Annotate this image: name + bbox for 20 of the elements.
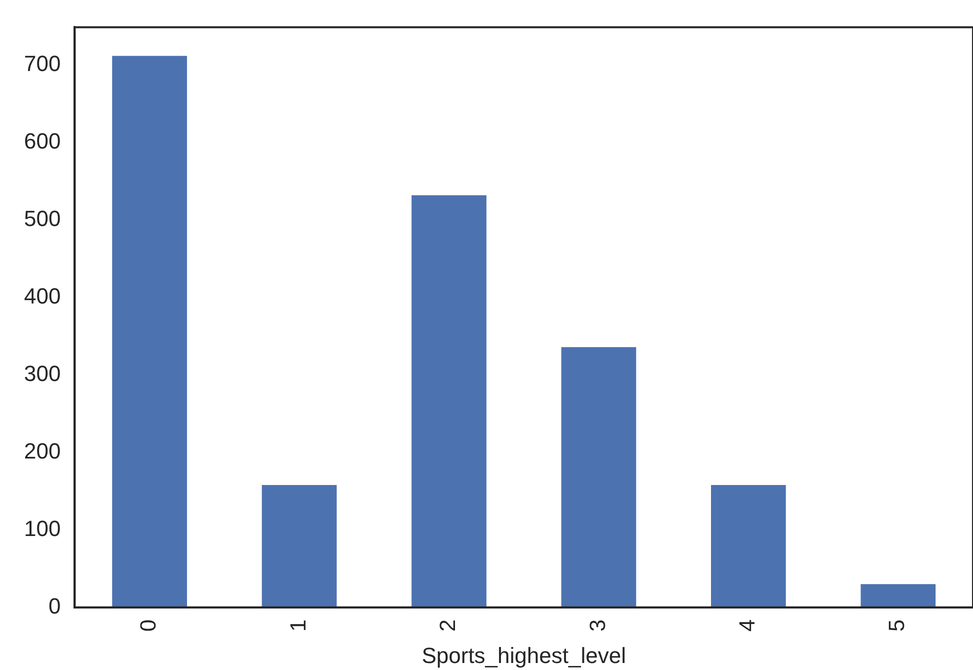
- x-tick-label: 0: [136, 619, 161, 632]
- y-tick-label: 300: [24, 361, 61, 386]
- x-axis-title: Sports_highest_level: [422, 642, 626, 668]
- x-tick-label: 1: [285, 619, 310, 632]
- y-tick-label: 700: [24, 51, 61, 76]
- bar: [561, 347, 636, 608]
- y-tick-label: 500: [24, 206, 61, 232]
- y-tick-label: 200: [24, 438, 61, 464]
- x-tick-label: 5: [884, 619, 910, 632]
- bar: [860, 584, 936, 608]
- x-tick-label: 4: [734, 619, 760, 632]
- bar: [412, 195, 486, 608]
- y-tick-label: 400: [24, 284, 61, 309]
- bar: [262, 484, 337, 608]
- x-tick-label: 3: [584, 619, 610, 632]
- x-tick-label: 2: [435, 619, 460, 632]
- bar: [112, 56, 187, 608]
- y-tick-label: 100: [24, 516, 61, 541]
- bar: [711, 484, 786, 608]
- y-tick-label: 600: [24, 128, 61, 154]
